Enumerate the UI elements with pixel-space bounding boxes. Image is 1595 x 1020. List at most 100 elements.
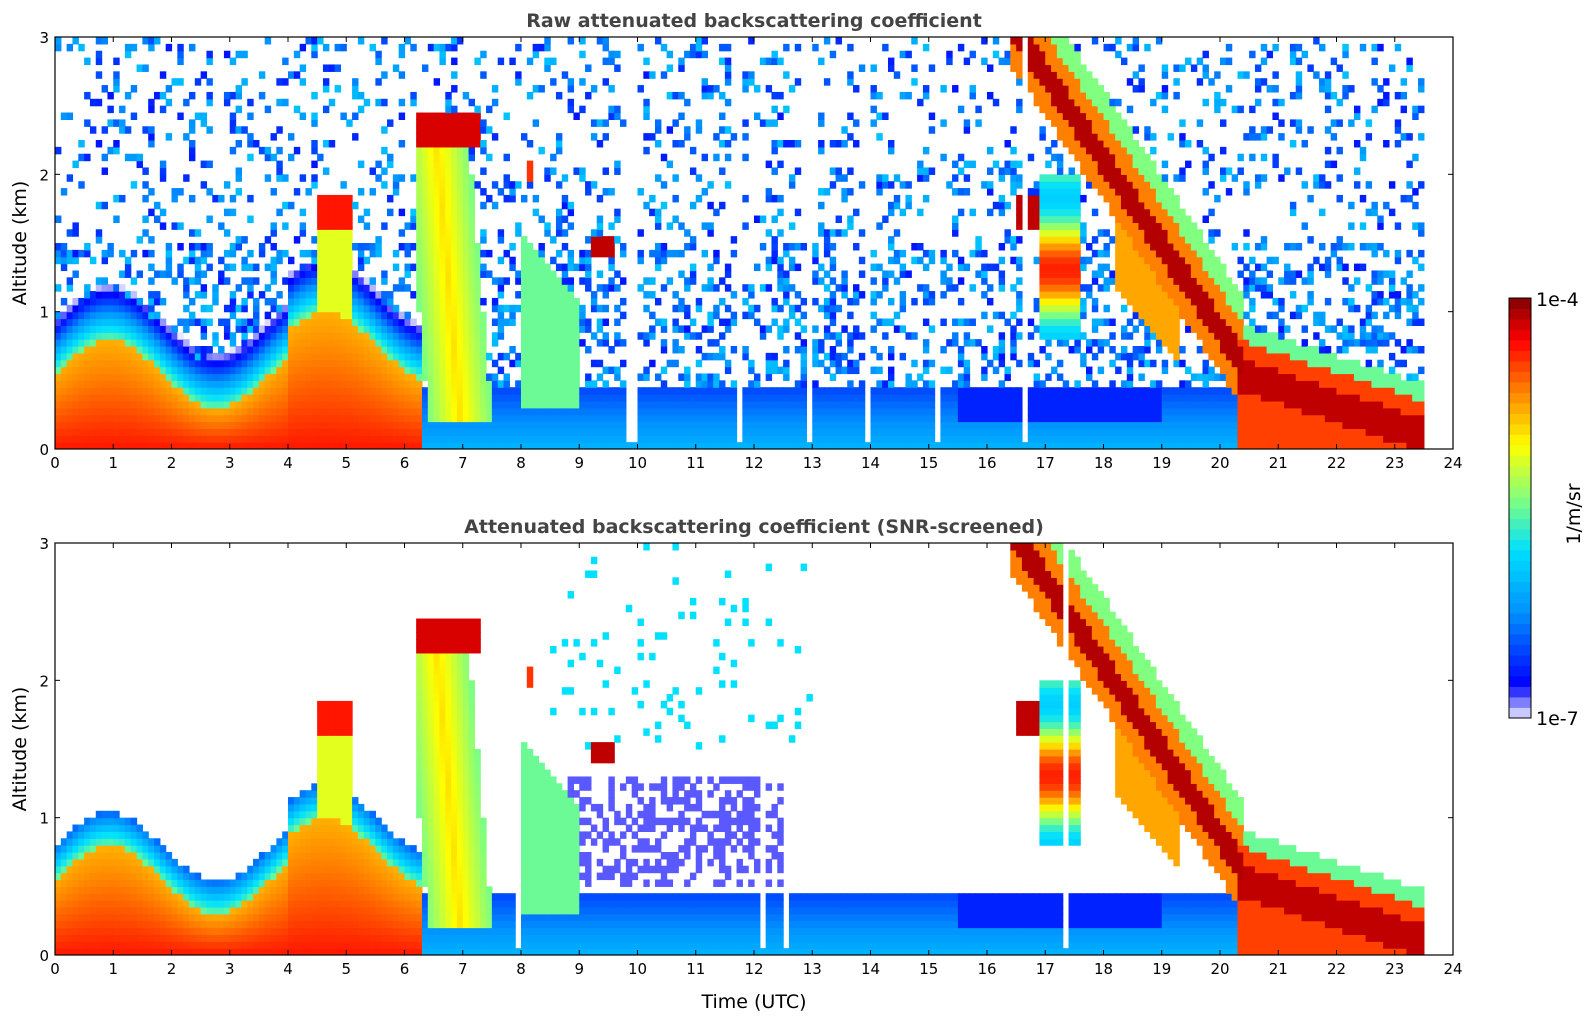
heatmap-cell <box>672 304 679 313</box>
heatmap-cell <box>730 346 738 354</box>
heatmap-cell <box>421 332 429 340</box>
heatmap-cell <box>398 414 406 423</box>
heatmap-cell <box>276 400 283 409</box>
heatmap-cell <box>322 346 330 354</box>
heatmap-cell <box>765 188 773 196</box>
heatmap-cell <box>853 394 860 402</box>
heatmap-cell <box>882 112 889 120</box>
heatmap-cell <box>946 50 953 59</box>
heatmap-cell <box>952 394 959 402</box>
heatmap-cell <box>515 304 522 313</box>
heatmap-cell <box>107 91 114 100</box>
heatmap-cell <box>387 414 394 423</box>
heatmap-cell <box>1056 194 1064 203</box>
heatmap-cell <box>148 297 155 306</box>
heatmap-cell <box>724 414 732 423</box>
heatmap-cell <box>1027 352 1035 361</box>
heatmap-cell <box>841 400 848 409</box>
heatmap-cell <box>1033 373 1041 381</box>
heatmap-cell <box>754 215 761 223</box>
heatmap-cell <box>981 442 988 449</box>
heatmap-cell <box>1027 359 1035 368</box>
heatmap-cell <box>276 407 283 416</box>
heatmap-cell <box>724 126 732 134</box>
heatmap-cell <box>200 284 208 292</box>
heatmap-cell <box>585 421 592 429</box>
heatmap-cell <box>818 188 825 196</box>
heatmap-cell <box>270 373 277 381</box>
heatmap-cell <box>544 400 551 409</box>
heatmap-cell <box>835 215 842 223</box>
heatmap-cell <box>334 277 342 285</box>
heatmap-cell <box>940 442 947 449</box>
heatmap-cell <box>620 380 627 388</box>
heatmap-cell <box>456 387 464 395</box>
heatmap-cell <box>957 414 965 423</box>
heatmap-cell <box>235 91 242 100</box>
heatmap-cell <box>177 318 184 326</box>
heatmap-cell <box>713 352 720 361</box>
heatmap-cell <box>474 387 481 395</box>
heatmap-cell <box>992 394 1000 402</box>
heatmap-cell <box>247 325 254 333</box>
heatmap-cell <box>1080 407 1087 416</box>
heatmap-cell <box>748 37 755 45</box>
heatmap-cell <box>992 400 1000 409</box>
heatmap-cell <box>701 380 708 388</box>
heatmap-cell <box>532 325 540 333</box>
heatmap-cell <box>95 140 103 148</box>
heatmap-cell <box>363 256 371 265</box>
heatmap-cell <box>730 318 738 326</box>
heatmap-cell <box>1051 291 1058 299</box>
heatmap-cell <box>1027 153 1035 162</box>
heatmap-cell <box>392 64 400 72</box>
heatmap-cell <box>957 188 965 196</box>
heatmap-cell <box>60 339 68 347</box>
heatmap-cell <box>247 394 254 402</box>
heatmap-cell <box>299 394 307 402</box>
heatmap-cell <box>119 339 126 347</box>
heatmap-cell <box>922 421 930 429</box>
heatmap-cell <box>573 297 580 306</box>
heatmap-cell <box>538 428 545 436</box>
heatmap-cell <box>847 339 854 347</box>
heatmap-cell <box>893 249 901 258</box>
heatmap-cell <box>95 325 103 333</box>
heatmap-cell <box>847 442 854 449</box>
heatmap-cell <box>293 428 301 436</box>
heatmap-cell <box>952 174 959 182</box>
heatmap-cell <box>829 181 837 189</box>
heatmap-cell <box>987 297 994 306</box>
heatmap-cell <box>497 188 505 196</box>
heatmap-cell <box>328 222 336 230</box>
heatmap-cell <box>416 421 423 429</box>
heatmap-cell <box>66 366 74 375</box>
heatmap-cell <box>771 50 778 59</box>
heatmap-cell <box>293 304 301 313</box>
heatmap-cell <box>981 387 988 395</box>
heatmap-cell <box>124 428 132 436</box>
heatmap-cell <box>742 153 749 162</box>
heatmap-cell <box>253 359 260 368</box>
heatmap-cell <box>905 414 912 423</box>
heatmap-cell <box>218 428 225 436</box>
heatmap-cell <box>264 153 272 162</box>
heatmap-cell <box>421 325 429 333</box>
heatmap-cell <box>963 160 971 169</box>
heatmap-cell <box>468 181 475 189</box>
heatmap-cell <box>229 194 237 203</box>
heatmap-cell <box>614 428 621 436</box>
heatmap-cell <box>987 387 994 395</box>
heatmap-cell <box>427 291 435 299</box>
heatmap-cell <box>421 201 429 210</box>
heatmap-cell <box>561 284 569 292</box>
heatmap-cell <box>451 201 458 210</box>
heatmap-cell <box>486 249 493 258</box>
heatmap-cell <box>241 400 248 409</box>
heatmap-cell <box>771 352 778 361</box>
heatmap-cell <box>952 222 959 230</box>
heatmap-cell <box>963 318 971 326</box>
heatmap-cell <box>427 380 435 388</box>
heatmap-cell <box>340 236 347 244</box>
heatmap-cell <box>363 407 371 416</box>
